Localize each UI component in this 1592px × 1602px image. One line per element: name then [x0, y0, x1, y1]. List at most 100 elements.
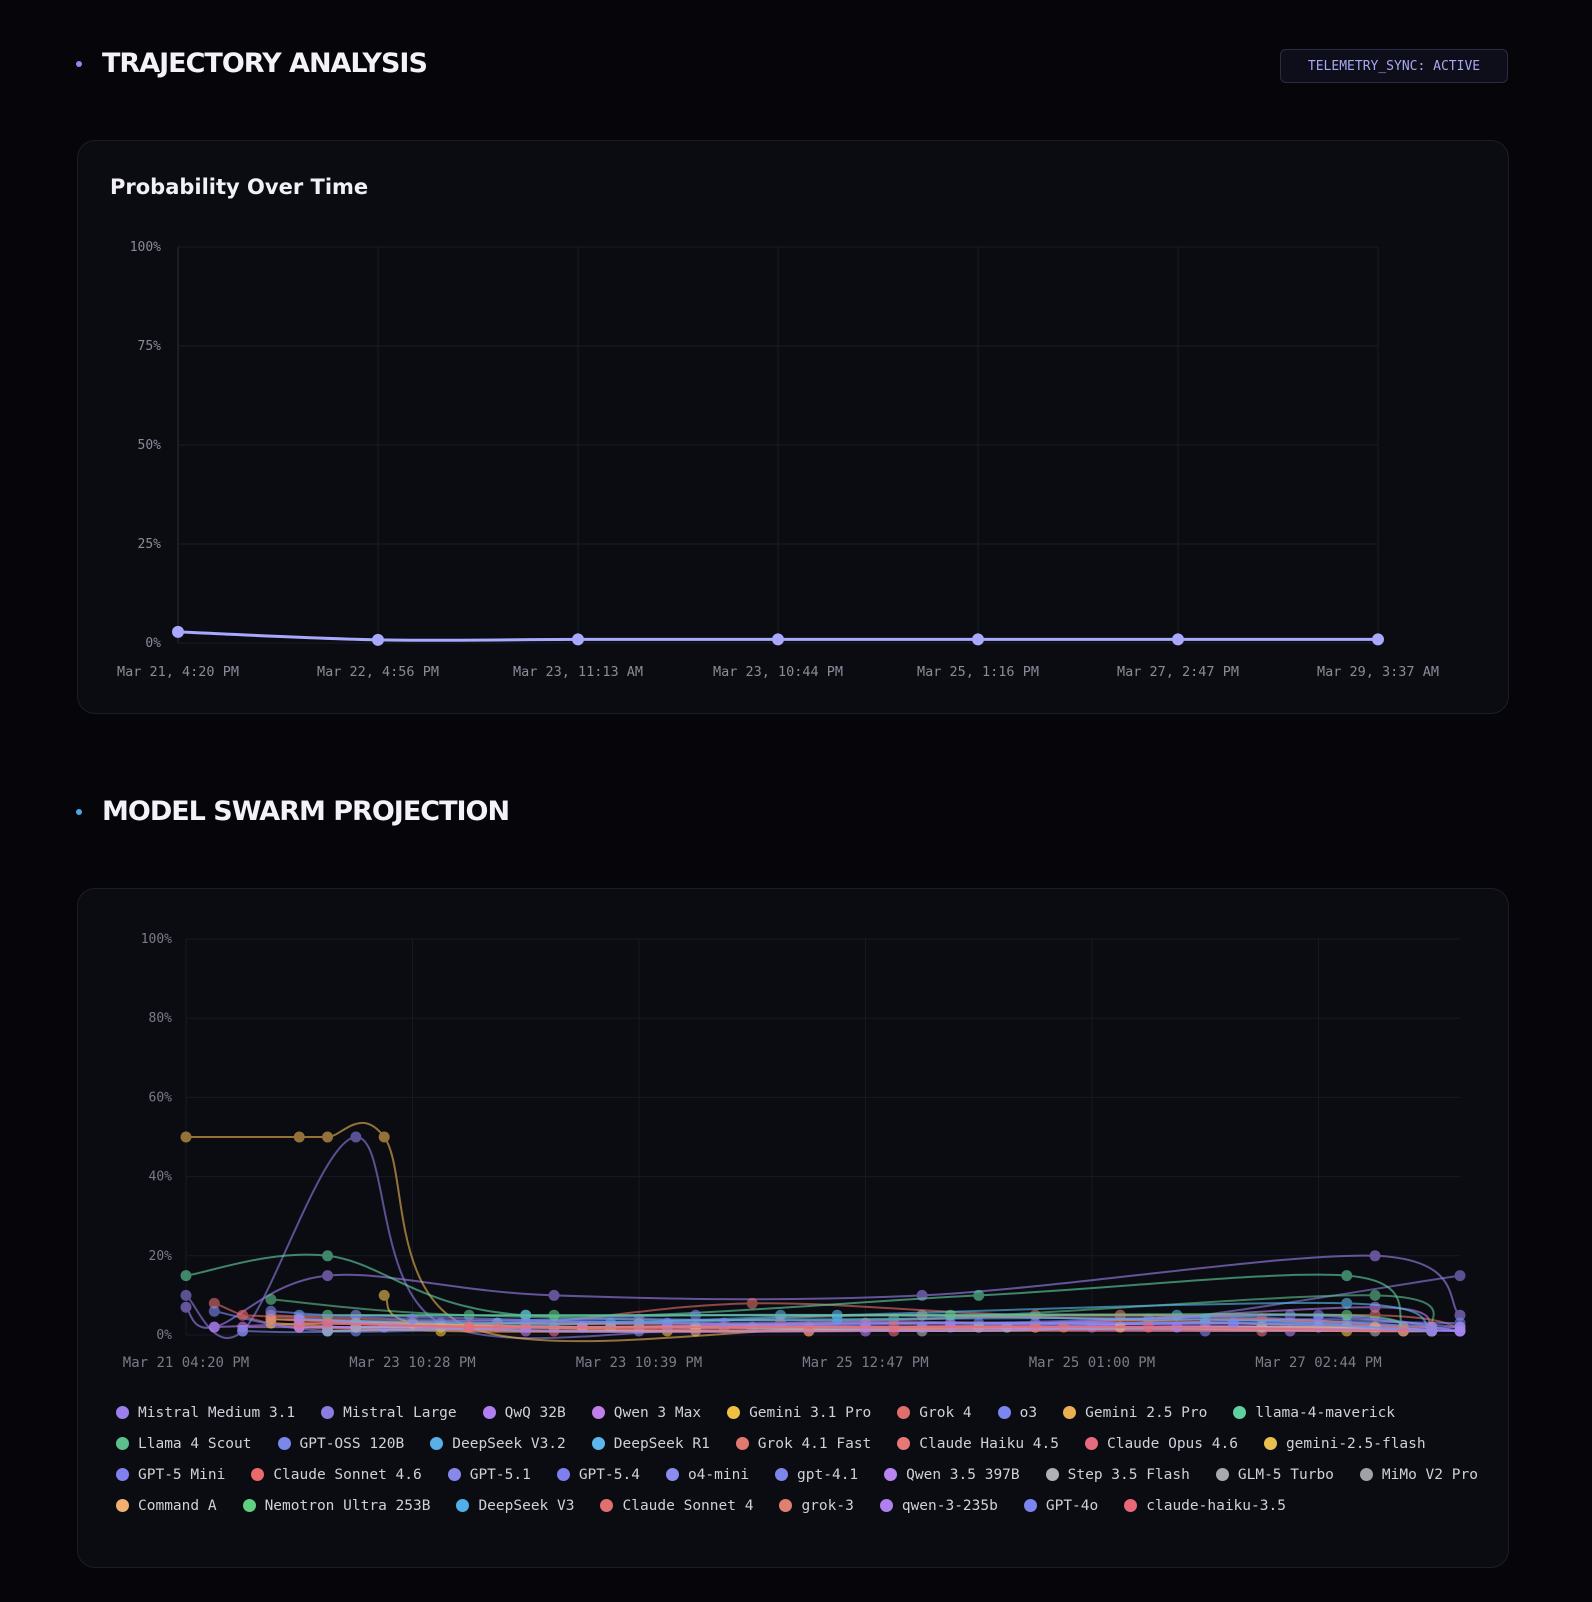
legend-swatch-icon — [591, 1406, 605, 1419]
legend-label: llama-4-maverick — [1255, 1404, 1396, 1421]
legend-label: Claude Haiku 4.5 — [919, 1435, 1059, 1452]
legend-item[interactable]: GPT-OSS 120B — [277, 1434, 404, 1453]
legend-item[interactable]: GPT-5.4 — [556, 1465, 640, 1484]
legend-item[interactable]: Claude Sonnet 4.6 — [251, 1465, 422, 1484]
legend-item[interactable]: llama-4-maverick — [1233, 1403, 1395, 1422]
legend-item[interactable]: Mistral Large — [321, 1403, 457, 1422]
y-tick-label: 0% — [145, 636, 161, 651]
data-point — [463, 1321, 475, 1333]
legend-swatch-icon — [116, 1406, 129, 1419]
data-point — [237, 1325, 249, 1337]
legend-item[interactable]: QwQ 32B — [482, 1403, 566, 1422]
x-tick-label: Mar 23 10:39 PM — [576, 1355, 702, 1371]
series-group — [265, 1305, 1438, 1337]
data-point — [322, 1131, 334, 1143]
data-point — [1172, 633, 1184, 646]
legend-swatch-icon — [1215, 1468, 1229, 1481]
data-point — [548, 1289, 560, 1301]
legend-swatch-icon — [884, 1468, 898, 1481]
x-tick-label: Mar 21 04:20 PM — [123, 1355, 249, 1371]
legend-swatch-icon — [430, 1437, 444, 1450]
legend-swatch-icon — [897, 1437, 911, 1450]
data-point — [265, 1305, 277, 1317]
legend-swatch-icon — [456, 1499, 470, 1512]
legend-item[interactable]: o3 — [997, 1403, 1037, 1422]
legend-item[interactable]: Qwen 3 Max — [591, 1403, 701, 1422]
legend-label: qwen-3-235b — [901, 1497, 998, 1514]
legend-swatch-icon — [1063, 1406, 1077, 1419]
data-point — [1341, 1297, 1353, 1309]
x-tick-label: Mar 27 02:44 PM — [1255, 1355, 1381, 1371]
legend-swatch-icon — [897, 1406, 911, 1419]
legend-label: MiMo V2 Pro — [1381, 1466, 1478, 1483]
legend-item[interactable]: Llama 4 Scout — [116, 1434, 252, 1453]
data-point — [406, 1313, 418, 1325]
data-point — [322, 1250, 334, 1262]
legend-swatch-icon — [116, 1437, 129, 1450]
legend-item[interactable]: gpt-4.1 — [775, 1465, 858, 1484]
data-point — [1369, 1250, 1381, 1262]
x-tick-label: Mar 23 10:28 PM — [349, 1355, 475, 1371]
data-point — [1341, 1270, 1353, 1282]
legend-label: DeepSeek V3.2 — [452, 1435, 566, 1452]
legend-label: GPT-5.4 — [578, 1466, 640, 1483]
data-point — [1369, 1289, 1381, 1301]
legend-label: Grok 4.1 Fast — [757, 1435, 872, 1452]
x-tick-label: Mar 25, 1:16 PM — [917, 664, 1039, 680]
legend-item[interactable]: DeepSeek V3.2 — [430, 1434, 566, 1453]
legend-label: Llama 4 Scout — [138, 1435, 252, 1452]
data-point — [1426, 1325, 1438, 1337]
legend-item[interactable]: Step 3.5 Flash — [1045, 1465, 1190, 1484]
legend-label: Step 3.5 Flash — [1067, 1466, 1190, 1483]
legend-item[interactable]: Grok 4.1 Fast — [735, 1434, 872, 1453]
x-tick-label: Mar 23, 11:13 AM — [513, 664, 643, 680]
y-tick-label: 80% — [149, 1011, 173, 1026]
legend-item[interactable]: DeepSeek R1 — [591, 1434, 710, 1453]
data-point — [172, 625, 184, 638]
legend-item[interactable]: Gemini 2.5 Pro — [1063, 1403, 1207, 1422]
data-point — [180, 1131, 192, 1143]
y-tick-label: 25% — [138, 537, 162, 552]
telemetry-status-badge: TELEMETRY_SYNC: ACTIVE — [1280, 49, 1508, 83]
data-point — [322, 1325, 334, 1337]
legend-item[interactable]: DeepSeek V3 — [456, 1496, 574, 1515]
legend-label: GPT-5 Mini — [138, 1466, 226, 1483]
legend-item[interactable]: Mistral Medium 3.1 — [116, 1403, 295, 1422]
legend-label: grok-3 — [801, 1497, 854, 1514]
legend-item[interactable]: GPT-5.1 — [447, 1465, 531, 1484]
legend-item[interactable]: GPT-5 Mini — [116, 1465, 225, 1484]
legend-item[interactable]: Command A — [116, 1496, 217, 1515]
legend-swatch-icon — [1124, 1499, 1138, 1512]
data-point — [718, 1317, 730, 1329]
data-point — [831, 1313, 843, 1325]
legend-item[interactable]: grok-3 — [779, 1496, 854, 1515]
chart-title: Probability Over Time — [110, 175, 369, 199]
legend-item[interactable]: GPT-4o — [1023, 1496, 1098, 1515]
data-point — [322, 1317, 334, 1329]
section-bullet-icon — [76, 60, 82, 67]
data-point — [1454, 1309, 1466, 1321]
data-point — [350, 1131, 362, 1143]
legend-item[interactable]: Claude Sonnet 4 — [600, 1496, 753, 1515]
data-point — [265, 1293, 277, 1305]
legend-item[interactable]: gemini-2.5-flash — [1263, 1434, 1426, 1453]
legend-item[interactable]: Claude Haiku 4.5 — [897, 1434, 1059, 1453]
data-point — [1143, 1321, 1155, 1333]
legend-item[interactable]: o4-mini — [665, 1465, 749, 1484]
legend-item[interactable]: Grok 4 — [897, 1403, 972, 1422]
legend-item[interactable]: claude-haiku-3.5 — [1124, 1496, 1286, 1515]
probability-line-chart: 100% 75% 50% 25% 0% Mar 21, 4:20 PM Mar 22, 4:… — [117, 240, 1439, 680]
legend-item[interactable]: Nemotron Ultra 253B — [242, 1496, 430, 1515]
legend-label: claude-haiku-3.5 — [1146, 1497, 1286, 1514]
x-tick-label: Mar 22, 4:56 PM — [317, 664, 439, 680]
legend-item[interactable]: qwen-3-235b — [879, 1496, 998, 1515]
legend-swatch-icon — [482, 1406, 496, 1419]
legend-item[interactable]: MiMo V2 Pro — [1359, 1465, 1478, 1484]
legend-item[interactable]: Qwen 3.5 397B — [884, 1465, 1020, 1484]
series-line — [185, 1254, 1461, 1329]
legend-label: QwQ 32B — [504, 1404, 566, 1421]
legend-item[interactable]: Gemini 3.1 Pro — [727, 1403, 871, 1422]
legend-item[interactable]: Claude Opus 4.6 — [1084, 1434, 1238, 1453]
legend-item[interactable]: GLM-5 Turbo — [1215, 1465, 1334, 1484]
data-point — [378, 1131, 390, 1143]
